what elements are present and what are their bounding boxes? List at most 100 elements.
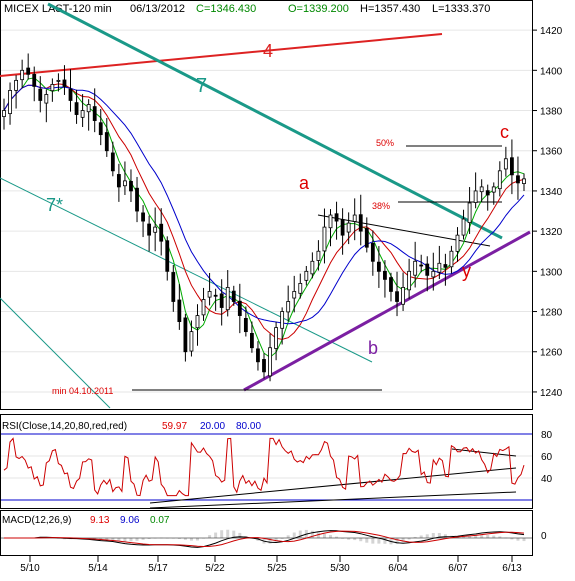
macd-hist-bar [147, 538, 151, 540]
macd-hist-bar [310, 530, 314, 538]
candle-body [274, 327, 278, 349]
y-tick-label: 1300 [540, 267, 563, 278]
candle-body [286, 301, 291, 313]
candle-body [183, 317, 188, 353]
y-tick-label: 1280 [540, 308, 563, 319]
candle-body [479, 186, 484, 193]
y-tick-label: 1400 [540, 66, 563, 77]
candle-body [413, 260, 418, 276]
moving-averages [3, 77, 525, 358]
candle-body [207, 291, 212, 298]
label-wave-y: y [462, 261, 471, 281]
macd-hist-bar [395, 538, 399, 545]
x-tick-label: 6/13 [502, 563, 522, 574]
candle-body [395, 291, 399, 302]
candle-body [80, 110, 85, 118]
label-7star: 7* [46, 195, 63, 215]
x-tick-label: 6/04 [388, 563, 408, 574]
rsi-tick-label: 60 [541, 452, 553, 463]
rsi-tick-label: 40 [541, 474, 553, 485]
candle-body [310, 260, 315, 275]
macd-label: MACD(12,26,9) [2, 515, 71, 526]
candle-body [455, 234, 460, 252]
candle-body [98, 122, 103, 136]
macd-hist-bar [280, 538, 284, 539]
candle-body [50, 83, 55, 92]
x-tick-label: 5/10 [20, 563, 40, 574]
macd-hist-bar [341, 538, 345, 539]
macd-hist-bar [401, 538, 405, 543]
candle-body [322, 226, 327, 252]
candle-body [340, 219, 345, 236]
macd-hist-bar [316, 532, 320, 538]
macd-tick-0: 0 [541, 531, 547, 542]
macd-hist-bar [468, 535, 472, 538]
candle-body [467, 202, 472, 224]
candle-body [419, 264, 424, 267]
macd-hist-bar [226, 529, 230, 538]
macd-histogram [1, 529, 532, 545]
date-label: 06/13/2012 [130, 3, 185, 15]
macd-hist-bar [220, 530, 224, 538]
low-label: L=1333.370 [432, 3, 490, 15]
macd-hist-bar [292, 532, 296, 538]
macd-hist-bar [431, 533, 435, 538]
candle-body [370, 243, 375, 262]
candle-body [177, 299, 182, 322]
macd-hist-bar [123, 538, 127, 542]
rsi-trendline-3 [451, 448, 517, 457]
candle-body [116, 174, 121, 188]
high-label: H=1357.430 [360, 3, 420, 15]
rsi-trendline-2 [149, 491, 517, 509]
candle-body [201, 299, 206, 316]
macd-hist-bar [189, 538, 193, 541]
candle-body [189, 331, 194, 352]
macd-hist-bar [135, 538, 139, 541]
macd-hist-bar [510, 538, 514, 540]
macd-hist-bar [238, 532, 242, 538]
candle-body [110, 152, 115, 172]
candle-body [425, 263, 430, 276]
candle-body [364, 228, 369, 248]
candle-body [159, 223, 164, 242]
label-min: min 04.10.2011 [52, 386, 113, 396]
macd-hist-bar [371, 538, 375, 544]
candle-body [298, 282, 303, 294]
macd-hist-bar [335, 536, 339, 538]
macd-hist-bar [413, 536, 417, 538]
y-tick-label: 1340 [540, 187, 563, 198]
candle-body [219, 293, 224, 308]
macd-line [4, 530, 525, 548]
macd-hist-bar [298, 530, 302, 538]
candle-body [334, 213, 339, 222]
candle-body [473, 190, 478, 203]
macd-hist-bar [498, 536, 502, 538]
candle-body [237, 300, 242, 316]
x-tick-label: 6/07 [448, 563, 468, 574]
candle-body [407, 270, 412, 291]
rsi-line [3, 437, 525, 497]
candle-body [280, 311, 285, 329]
macd-hist-bar [419, 535, 423, 538]
macd-value: 9.13 [90, 515, 110, 526]
label-wave-a: a [299, 173, 310, 193]
macd-hist-bar [353, 538, 357, 541]
macd-hist-bar [117, 538, 121, 541]
macd-hist-bar [425, 534, 429, 538]
y-tick-label: 1240 [540, 388, 563, 399]
x-tick-label: 5/30 [330, 563, 350, 574]
candle-body [383, 270, 387, 280]
candle-body [401, 287, 405, 305]
trendline-7 [47, 2, 503, 240]
trendline-4 [0, 33, 443, 77]
macd-hist-bar [492, 535, 496, 538]
candle-body [38, 88, 43, 101]
macd-panel-frame [0, 510, 533, 556]
ma-fast-line [3, 77, 525, 358]
y-axis: 1240 1260 1280 1300 1320 1340 1360 1380 1400 1420 [532, 26, 563, 399]
candle-body [20, 69, 25, 81]
label-fib38: 38% [372, 201, 390, 211]
candle-body [389, 277, 393, 292]
candle-body [516, 175, 520, 184]
